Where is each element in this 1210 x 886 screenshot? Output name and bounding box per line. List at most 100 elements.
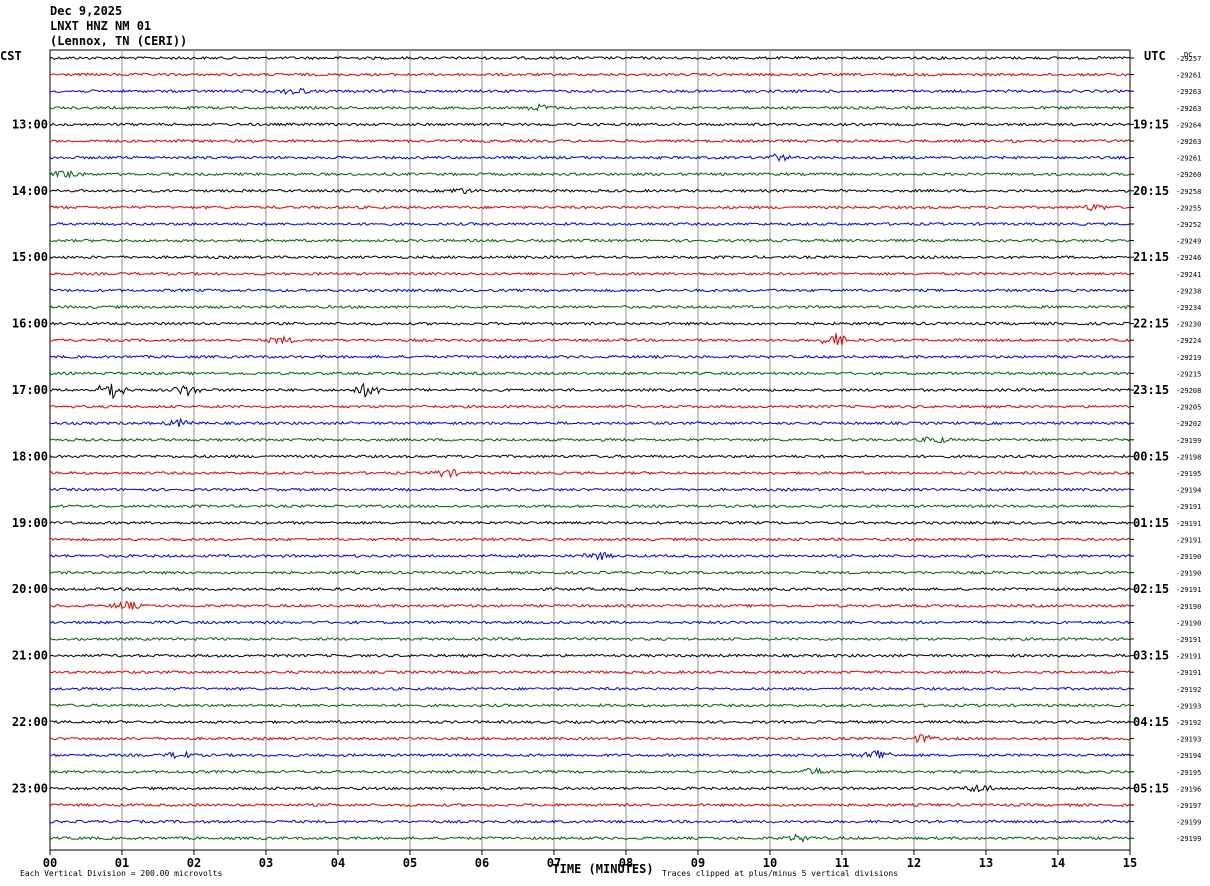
- seismic-trace: [49, 72, 1131, 77]
- dc-offset-label: -29191: [1176, 669, 1201, 677]
- utc-time-label: 19:15: [1133, 117, 1169, 131]
- seismic-trace: [49, 670, 1131, 675]
- seismic-trace: [49, 653, 1131, 658]
- seismic-trace: [49, 551, 1131, 561]
- cst-time-label: 13:00: [12, 117, 48, 131]
- dc-offset-label: -29234: [1176, 304, 1201, 312]
- cst-time-label: 15:00: [12, 250, 48, 264]
- seismic-trace: [49, 170, 1131, 179]
- dc-offset-label: -29263: [1176, 138, 1201, 146]
- cst-time-label: 22:00: [12, 715, 48, 729]
- dc-offset-label: -29190: [1176, 619, 1201, 627]
- utc-time-label: 01:15: [1133, 516, 1169, 530]
- seismic-trace: [49, 333, 1131, 346]
- dc-offset-label: -29208: [1176, 387, 1201, 395]
- x-tick-label: 12: [907, 856, 921, 870]
- seismic-trace: [49, 153, 1131, 163]
- station-location: (Lennox, TN (CERI)): [50, 34, 188, 48]
- seismic-trace: [49, 620, 1131, 625]
- cst-time-label: 21:00: [12, 649, 48, 663]
- dc-offset-label: -29191: [1176, 520, 1201, 528]
- x-tick-label: 03: [259, 856, 273, 870]
- clipping-note: Traces clipped at plus/minus 5 vertical …: [662, 869, 898, 878]
- x-tick-label: 10: [763, 856, 777, 870]
- utc-time-label: 00:15: [1133, 449, 1169, 463]
- seismic-trace: [49, 520, 1131, 526]
- seismic-trace: [49, 354, 1131, 360]
- seismic-trace: [49, 122, 1131, 127]
- x-tick-label: 01: [115, 856, 129, 870]
- x-tick-label: 15: [1123, 856, 1137, 870]
- seismic-trace: [49, 587, 1130, 592]
- dc-offset-label: -29195: [1176, 769, 1201, 777]
- dc-offset-label: -29190: [1176, 570, 1201, 578]
- seismic-trace: [49, 321, 1131, 326]
- utc-time-label: 03:15: [1133, 649, 1169, 663]
- dc-offset-label: -29199: [1176, 437, 1201, 445]
- seismic-trace: [49, 417, 1131, 428]
- dc-offset-label: -29224: [1176, 337, 1201, 345]
- cst-time-label: 17:00: [12, 383, 48, 397]
- vertical-division-note: Each Vertical Division = 200.00 microvol…: [20, 869, 222, 878]
- dc-offset-label: -29193: [1176, 736, 1201, 744]
- seismic-trace: [49, 734, 1131, 744]
- x-tick-label: 00: [43, 856, 57, 870]
- x-tick-label: 04: [331, 856, 345, 870]
- x-tick-label: 05: [403, 856, 417, 870]
- x-tick-label: 09: [691, 856, 705, 870]
- dc-offset-label: -29263: [1176, 88, 1201, 96]
- dc-offset-label: -29246: [1176, 254, 1201, 262]
- dc-offset-label: -29190: [1176, 603, 1201, 611]
- dc-offset-label: -29260: [1176, 171, 1201, 179]
- dc-offset-label: -29199: [1176, 819, 1201, 827]
- seismic-trace: [49, 767, 1131, 775]
- utc-time-label: 21:15: [1133, 250, 1169, 264]
- x-tick-label: 11: [835, 856, 849, 870]
- cst-time-label: 16:00: [12, 317, 48, 331]
- seismic-trace: [49, 435, 1131, 444]
- seismic-trace: [49, 784, 1131, 793]
- seismic-trace: [49, 686, 1131, 691]
- dc-offset-label: -29191: [1176, 586, 1201, 594]
- seismic-trace: [49, 819, 1131, 824]
- dc-offset-label: -29241: [1176, 271, 1201, 279]
- seismic-trace: [49, 636, 1131, 642]
- dc-offset-label: -29191: [1176, 636, 1201, 644]
- cst-time-label: 18:00: [12, 449, 48, 463]
- x-tick-label: 02: [187, 856, 201, 870]
- x-tick-label: 14: [1051, 856, 1065, 870]
- dc-offset-label: -29261: [1176, 72, 1201, 80]
- seismic-trace: [50, 703, 1131, 708]
- dc-offset-label: -29215: [1176, 370, 1201, 378]
- dc-offset-label: -29263: [1176, 105, 1201, 113]
- seismic-trace: [49, 719, 1131, 725]
- dc-offset-label: -29198: [1176, 453, 1201, 461]
- utc-time-label: 05:15: [1133, 781, 1169, 795]
- seismic-trace: [49, 271, 1131, 277]
- seismic-trace: [49, 55, 1131, 61]
- seismic-trace: [49, 382, 1131, 400]
- seismic-trace: [49, 802, 1131, 808]
- dc-offset-label: -29230: [1176, 321, 1201, 329]
- seismic-trace: [49, 600, 1131, 610]
- seismic-trace: [49, 238, 1131, 243]
- seismic-trace: [49, 221, 1131, 227]
- cst-axis-label: CST: [0, 49, 22, 63]
- dc-offset-label: -29199: [1176, 835, 1201, 843]
- cst-time-label: 14:00: [12, 184, 48, 198]
- seismic-trace: [49, 833, 1131, 844]
- seismic-trace: [49, 103, 1131, 112]
- seismic-trace: [49, 503, 1131, 509]
- utc-time-label: 04:15: [1133, 715, 1169, 729]
- dc-offset-label: -29191: [1176, 536, 1201, 544]
- dc-offset-label: -29261: [1176, 155, 1201, 163]
- dc-label: DC: [1184, 51, 1192, 59]
- utc-time-label: 20:15: [1133, 184, 1169, 198]
- plot-date: Dec 9,2025: [50, 4, 123, 18]
- seismic-trace: [49, 454, 1131, 459]
- seismic-trace: [49, 750, 1131, 760]
- dc-offset-label: -29196: [1176, 785, 1201, 793]
- dc-offset-label: -29202: [1176, 420, 1201, 428]
- utc-time-label: 23:15: [1133, 383, 1169, 397]
